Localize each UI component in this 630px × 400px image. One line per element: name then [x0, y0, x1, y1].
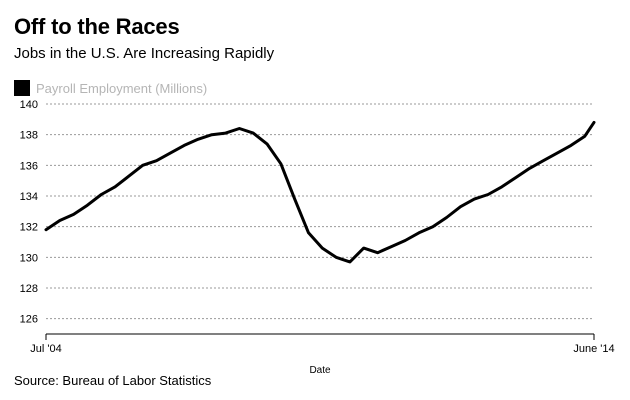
y-tick-label-130: 130 [20, 252, 38, 264]
legend-label: Payroll Employment (Millions) [36, 80, 208, 96]
x-axis-title: Date [309, 365, 331, 376]
legend-swatch [14, 80, 30, 96]
series-line-payroll-employment [44, 120, 596, 264]
y-tick-label-136: 136 [20, 160, 38, 172]
chart-title: Off to the Races [14, 14, 180, 39]
y-tick-label-138: 138 [20, 130, 38, 142]
y-tick-label-134: 134 [20, 191, 38, 203]
x-tick-label-start: Jul '04 [30, 343, 61, 355]
source-note: Source: Bureau of Labor Statistics [14, 373, 212, 388]
x-tick-label-end: June '14 [573, 343, 614, 355]
chart-subtitle: Jobs in the U.S. Are Increasing Rapidly [14, 45, 275, 62]
y-axis-ticks: 126 128 130 132 134 136 138 140 [20, 99, 38, 326]
gridlines [46, 103, 594, 320]
x-axis-ticks: Jul '04 June '14 [30, 334, 615, 355]
legend: Payroll Employment (Millions) [14, 80, 207, 96]
y-tick-label-126: 126 [20, 314, 38, 326]
y-tick-label-132: 132 [20, 222, 38, 234]
y-tick-label-128: 128 [20, 283, 38, 295]
y-tick-label-140: 140 [20, 99, 38, 111]
